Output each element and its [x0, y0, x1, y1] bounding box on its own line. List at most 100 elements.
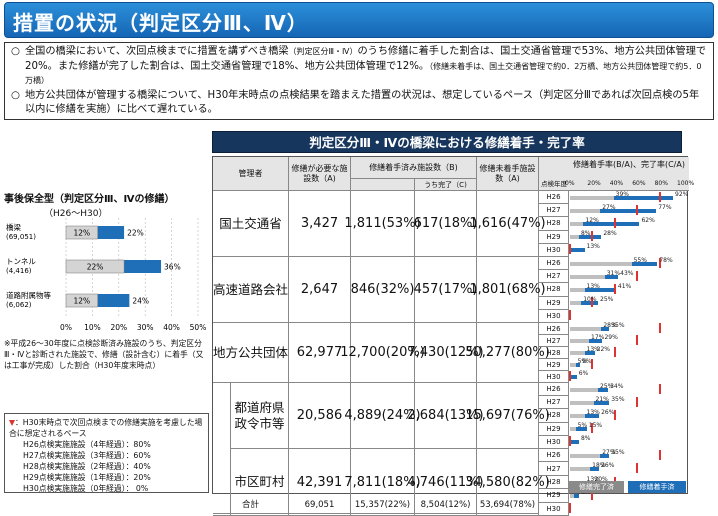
- completed-count: 2,684: [407, 408, 445, 423]
- started-label: 20%: [594, 475, 608, 483]
- row-completed: 617 (18%): [414, 191, 477, 257]
- started-label: 6%: [578, 370, 589, 377]
- done-bar: [570, 339, 590, 343]
- done-label: 27%: [602, 203, 616, 211]
- started-label: 28%: [603, 230, 617, 238]
- note-2-text: 地方公共団体が管理する橋梁について、H30年末時点の点検結果を踏まえた措置の状況…: [25, 89, 700, 116]
- done-bar: [570, 222, 584, 226]
- table-title: 判定区分Ⅲ・Ⅳの橋梁における修繕着手・完了率: [212, 131, 682, 153]
- done-bar: [65, 259, 125, 274]
- done-label: 18%: [592, 462, 606, 470]
- category-label: トンネル: [6, 257, 36, 266]
- year-label: H29: [539, 489, 569, 503]
- year-label: H29: [539, 422, 569, 436]
- started-count: 1,811: [344, 216, 382, 231]
- year-label: H26: [539, 449, 569, 463]
- left-chart-subtitle: （H26～H30）: [44, 209, 108, 219]
- started-label: 43%: [620, 269, 634, 277]
- left-bar-chart: 0% 10% 20% 30% 40% 50% 橋梁(69,051) 12% 22% トンネル(4,…: [6, 218, 206, 332]
- started-label: 36%: [164, 263, 181, 272]
- year-label: H29: [539, 296, 569, 310]
- year-label: H28: [539, 347, 569, 359]
- pace-marker: [658, 191, 661, 202]
- started-label: 35%: [611, 448, 625, 456]
- started-label: 35%: [611, 322, 625, 329]
- note-1-text-c: （修繕未着手は、国土交通省管理で約0．2万橋、地方公共団体管理で約5．0万橋）: [25, 61, 702, 86]
- row-required: 62,977: [289, 323, 351, 383]
- scale-tick: 20%: [587, 180, 601, 187]
- pace-marker: [658, 323, 661, 333]
- pace-marker: [591, 297, 594, 308]
- scale-tick: 40%: [609, 180, 624, 187]
- pace-legend-item: H29点検実施施設（1年経過）：20%: [23, 473, 151, 482]
- repair-rate-table: 管理者 修繕が必要な施設数（A) 修繕着手済み施設数（B) うち完了（C) 修繕…: [212, 156, 694, 516]
- row-not-started: 1,801 (68%): [469, 257, 546, 323]
- category-count: (69,051): [6, 233, 36, 241]
- year-label: H30: [539, 502, 569, 516]
- started-label: 22%: [596, 346, 610, 353]
- header-inspection-year: 点検年度: [541, 180, 567, 188]
- done-label: 5%: [577, 422, 588, 430]
- header-started: 修繕着手済み施設数（B): [351, 157, 477, 179]
- done-label: 10%: [583, 296, 597, 304]
- started-bar: [570, 301, 598, 306]
- row-started: 846 (32%): [351, 257, 415, 323]
- done-bar: [570, 208, 601, 213]
- pace-marker: [591, 359, 594, 369]
- row-started: 4,889 (24%): [344, 383, 421, 449]
- done-bar: [570, 195, 614, 200]
- not-started-pct: (68%): [506, 282, 546, 297]
- started-label: 8%: [580, 435, 591, 443]
- done-label: 13%: [586, 346, 600, 353]
- done-label: 55%: [633, 256, 647, 264]
- pace-legend-head: ▼：H30末時点で次回点検までの修繕実施を考慮した場合に想定されるペース: [9, 417, 204, 439]
- started-count: 12,700: [340, 345, 386, 360]
- done-bar: [570, 274, 605, 279]
- not-started-pct: (76%): [510, 408, 550, 423]
- started-label: 34%: [610, 382, 624, 390]
- pace-legend-item: H30点検実施施設（0年経過）： 0%: [23, 484, 149, 493]
- completed-pct: (17%): [438, 282, 478, 297]
- started-bar: [570, 248, 585, 253]
- total-not-started: 53,694(78%): [477, 496, 539, 514]
- row-required: 2,647: [289, 257, 351, 323]
- pace-marker: [569, 503, 571, 514]
- started-count: 846: [350, 282, 376, 297]
- year-label: H29: [539, 359, 569, 371]
- year-label: H26: [539, 257, 569, 271]
- year-label: H27: [539, 335, 569, 347]
- year-label: H26: [539, 323, 569, 335]
- scale-tick: 60%: [632, 180, 646, 187]
- note-1-text-b: のうち修繕に着手した割合は、国土交通省管理で53%、地方公共団体管理で20%。ま…: [25, 46, 707, 72]
- total-label: 合計: [213, 496, 289, 514]
- pace-marker: [591, 489, 594, 500]
- started-count: 7,811: [344, 474, 382, 490]
- pace-marker: [658, 383, 661, 394]
- header-required: 修繕が必要な施設数（A): [289, 157, 351, 191]
- started-pct: (18%): [381, 474, 421, 490]
- pace-marker: [591, 423, 594, 434]
- started-bar: [570, 375, 577, 379]
- year-label: H29: [539, 230, 569, 244]
- row-manager: 地方公共団体: [213, 323, 289, 383]
- done-bar: [570, 427, 576, 432]
- done-label: 22%: [87, 263, 104, 272]
- pace-marker: [636, 204, 639, 215]
- done-bar: [570, 288, 585, 292]
- done-bar: [570, 453, 601, 458]
- row-completed: 7,430 (12%): [407, 323, 484, 383]
- pace-marker: [636, 270, 639, 281]
- completed-count: 457: [413, 282, 439, 297]
- pace-marker: [569, 244, 571, 255]
- category-label: 橋梁: [6, 222, 21, 232]
- year-label: H30: [539, 243, 569, 257]
- pace-legend-head-text: ：H30末時点で次回点検までの修繕実施を考慮した場合に想定されるペース: [9, 418, 203, 438]
- year-label: H28: [539, 409, 569, 423]
- pace-marker: [636, 396, 639, 407]
- total-completed: 8,504(12%): [415, 496, 477, 514]
- x-tick-label: 0%: [60, 323, 72, 332]
- done-label: 39%: [615, 190, 630, 198]
- year-label: H27: [539, 204, 569, 218]
- pace-marker: [636, 335, 639, 345]
- left-chart-title: 事後保全型（判定区分Ⅲ、Ⅳの修繕）: [4, 194, 175, 205]
